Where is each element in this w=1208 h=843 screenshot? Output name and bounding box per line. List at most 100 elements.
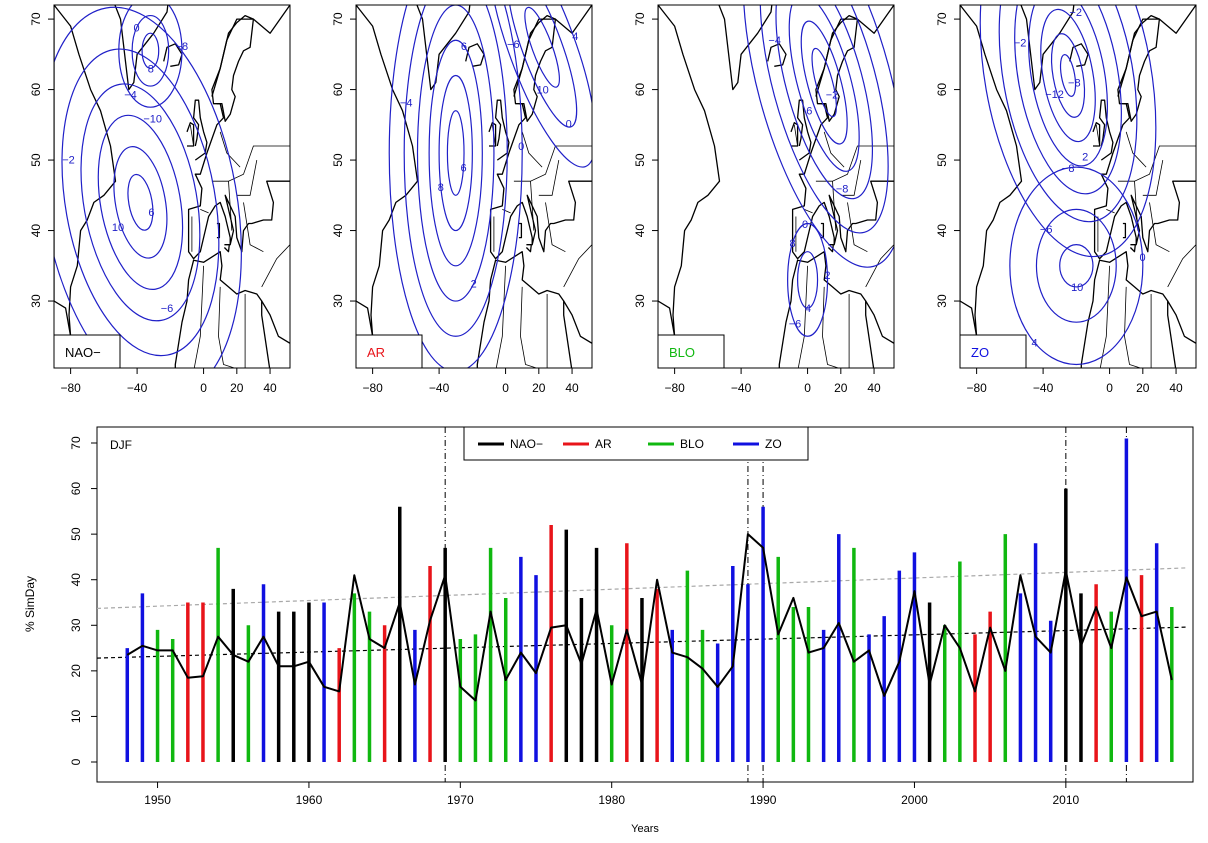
- lat-tick-label: 30: [331, 294, 345, 308]
- contour-label: 10: [112, 222, 124, 234]
- contour-line: [742, 5, 894, 268]
- lat-tick-label: 30: [29, 294, 43, 308]
- contour-label: −8: [836, 183, 849, 195]
- x-axis-label: Years: [631, 823, 659, 835]
- y-tick-label: 30: [69, 618, 83, 632]
- legend-label: AR: [595, 437, 612, 451]
- border-line: [822, 286, 850, 368]
- lat-tick-label: 60: [331, 83, 345, 97]
- contour-label: 2: [1082, 151, 1088, 163]
- contour-label: −8: [1068, 78, 1081, 90]
- contour-line: [1059, 244, 1094, 288]
- x-tick-label: 1970: [447, 793, 474, 807]
- contour-label: −2: [826, 90, 839, 102]
- contour-line: [127, 173, 154, 231]
- lat-tick-label: 50: [633, 153, 647, 167]
- coastline-africa: [476, 251, 573, 368]
- border-line: [823, 131, 845, 168]
- contour-line: [524, 6, 560, 88]
- map-label-box: [959, 334, 1027, 369]
- y-tick-label: 40: [69, 573, 83, 587]
- coastline-ireland: [186, 122, 195, 147]
- contour-line: [428, 39, 483, 267]
- lon-tick-label: 40: [263, 381, 277, 395]
- lon-tick-label: 20: [1136, 381, 1150, 395]
- coastline-scand: [513, 14, 557, 122]
- contour-label: 4: [1031, 338, 1037, 350]
- lat-tick-label: 60: [935, 83, 949, 97]
- lat-tick-label: 70: [633, 12, 647, 26]
- lat-tick-label: 50: [29, 153, 43, 167]
- contour-line: [446, 110, 465, 196]
- coastline-greenland: [1020, 5, 1075, 91]
- border-line: [804, 209, 813, 214]
- contour-line: [787, 222, 829, 337]
- border-line: [211, 145, 290, 182]
- coastline-greenland: [718, 5, 773, 91]
- coastline-uk: [796, 99, 812, 161]
- legend: NAO− AR BLO ZO: [463, 426, 809, 461]
- x-tick-label: 1960: [296, 793, 323, 807]
- lat-tick-label: 70: [331, 12, 345, 26]
- map-panel-zo: −8 10 −12 −6 −2 0 2 4 −2 −8 ZO 30 40 50 60 70 −80 −40 0 20 4…: [935, 4, 1197, 395]
- contour-label: −6: [161, 303, 174, 315]
- contour-line: [416, 5, 495, 302]
- map-label-box: [657, 334, 725, 369]
- border-line: [530, 181, 535, 231]
- border-line: [502, 209, 511, 214]
- lon-tick-label: 20: [532, 381, 546, 395]
- lat-tick-label: 30: [935, 294, 949, 308]
- lon-tick-label: 0: [502, 381, 509, 395]
- border-line: [243, 202, 264, 253]
- contour-line: [800, 20, 848, 145]
- border-line: [793, 124, 798, 147]
- contour-line: [811, 47, 837, 118]
- map-label-box: [355, 334, 423, 369]
- contour-line: [488, 5, 592, 168]
- map-label: ZO: [971, 345, 989, 360]
- coastline-arabia: [1167, 300, 1196, 344]
- contour-line: [1050, 33, 1086, 118]
- border-line: [520, 286, 548, 368]
- border-line: [1125, 131, 1147, 168]
- contour-label: −6: [1040, 224, 1053, 236]
- nao-index-line: [126, 533, 1173, 702]
- border-line: [538, 160, 560, 196]
- x-tick-label: 1990: [750, 793, 777, 807]
- contour-line: [1040, 8, 1096, 143]
- lon-tick-label: −80: [362, 381, 383, 395]
- border-line: [513, 145, 592, 182]
- contour-line: [1035, 208, 1117, 323]
- border-line: [847, 202, 868, 253]
- coastline-africa: [174, 251, 271, 368]
- coastline-americas: [54, 5, 117, 337]
- contour-label: 0: [134, 23, 140, 35]
- map-content: 6 8 10 0 −10 −8 −6 −4 −2 0: [54, 5, 290, 368]
- lon-tick-label: −40: [127, 381, 148, 395]
- contour-line: [998, 5, 1138, 223]
- border-line: [219, 131, 241, 168]
- border-line: [1167, 244, 1196, 288]
- contour-label: 8: [789, 238, 795, 250]
- border-line: [563, 244, 592, 288]
- contour-line: [1028, 5, 1108, 167]
- contour-label: 8: [438, 182, 444, 194]
- y-tick-label: 20: [69, 664, 83, 678]
- lon-tick-label: 20: [834, 381, 848, 395]
- border-line: [545, 202, 566, 253]
- legend-label: ZO: [765, 437, 782, 451]
- contour-line: [438, 74, 473, 232]
- coastline-scand: [815, 14, 859, 122]
- lon-tick-label: 20: [230, 381, 244, 395]
- lon-tick-label: 40: [565, 381, 579, 395]
- border-line: [228, 181, 233, 231]
- contour-line: [979, 5, 1157, 258]
- coastline-arabia: [563, 300, 592, 344]
- contour-line: [54, 6, 242, 368]
- contour-label: 4: [805, 303, 811, 315]
- contour-line: [1014, 5, 1122, 195]
- contour-label: −4: [124, 90, 137, 102]
